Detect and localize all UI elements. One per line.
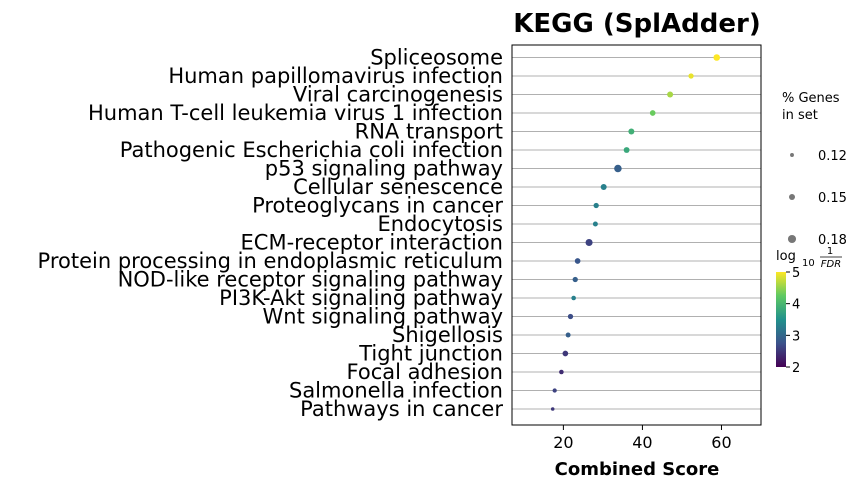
category-label: Proteoglycans in cancer xyxy=(252,194,503,218)
category-label: p53 signaling pathway xyxy=(265,157,503,181)
data-point xyxy=(592,221,598,227)
data-point xyxy=(623,147,630,153)
chart-title: KEGG (SplAdder) xyxy=(513,9,760,39)
category-label: Focal adhesion xyxy=(347,360,503,384)
category-label: RNA transport xyxy=(355,120,503,144)
category-label: Human papillomavirus infection xyxy=(168,64,503,88)
data-point xyxy=(574,258,581,264)
category-label: Pathogenic Escherichia coli infection xyxy=(120,138,503,162)
data-points xyxy=(550,54,721,411)
data-point xyxy=(713,54,721,61)
x-tick-label: 20 xyxy=(553,433,573,452)
size-legend-title-line2: in set xyxy=(782,108,818,123)
colorbar-tick-label: 3 xyxy=(792,329,800,344)
data-point xyxy=(593,202,599,209)
size-legend-title-line1: % Genes xyxy=(782,91,840,106)
category-label: Pathways in cancer xyxy=(300,397,503,421)
size-legend: % Genes in set 0.12 0.15 0.18 xyxy=(782,91,847,248)
plot-frame xyxy=(511,44,762,426)
data-point xyxy=(628,128,635,135)
data-point xyxy=(585,238,593,247)
color-legend: log 10 1 FDR 2 3 4 5 xyxy=(776,246,842,376)
category-label: NOD-like receptor signaling pathway xyxy=(118,268,503,292)
size-legend-label: 0.18 xyxy=(818,233,847,248)
data-point xyxy=(688,73,694,79)
category-label: Human T-cell leukemia virus 1 infection xyxy=(88,101,503,125)
category-label: Cellular senescence xyxy=(293,175,503,199)
category-label: Shigellosis xyxy=(392,323,503,347)
category-label: Protein processing in endoplasmic reticu… xyxy=(38,249,503,273)
gridlines xyxy=(512,57,761,410)
category-label: Viral carcinogenesis xyxy=(293,83,503,107)
data-point xyxy=(572,276,578,283)
category-label: Wnt signaling pathway xyxy=(263,305,503,329)
category-label: Salmonella infection xyxy=(289,379,503,403)
data-point xyxy=(614,164,622,173)
data-point xyxy=(600,184,607,190)
color-legend-title-sub: 10 xyxy=(802,258,815,269)
colorbar-tick-label: 2 xyxy=(792,361,800,376)
category-label: Spliceosome xyxy=(370,46,503,70)
size-legend-marker xyxy=(790,153,794,157)
category-label: Endocytosis xyxy=(377,212,503,236)
data-point xyxy=(667,91,674,98)
category-label: Tight junction xyxy=(358,342,503,366)
category-label: ECM-receptor interaction xyxy=(241,231,503,255)
colorbar-tick-label: 5 xyxy=(792,266,800,281)
size-legend-marker xyxy=(789,194,795,200)
data-point xyxy=(567,313,574,320)
x-axis-label: Combined Score xyxy=(555,459,720,480)
data-point xyxy=(559,369,564,375)
category-label: PI3K-Akt signaling pathway xyxy=(219,286,503,310)
data-point xyxy=(562,350,569,357)
data-point xyxy=(571,295,576,301)
data-point xyxy=(552,388,557,393)
color-legend-title-log: log xyxy=(776,249,796,264)
colorbar xyxy=(776,272,786,367)
color-legend-title-num: 1 xyxy=(827,246,833,257)
size-legend-label: 0.12 xyxy=(818,149,847,164)
x-tick-label: 60 xyxy=(711,433,731,452)
x-axis-ticks: 20 40 60 xyxy=(553,425,732,452)
size-legend-label: 0.15 xyxy=(818,191,847,206)
x-tick-label: 40 xyxy=(632,433,652,452)
size-legend-marker xyxy=(787,234,797,244)
colorbar-tick-label: 4 xyxy=(792,298,800,313)
data-point xyxy=(649,110,656,116)
data-point xyxy=(550,407,555,411)
color-legend-title-den: FDR xyxy=(821,259,841,270)
data-point xyxy=(565,332,571,338)
